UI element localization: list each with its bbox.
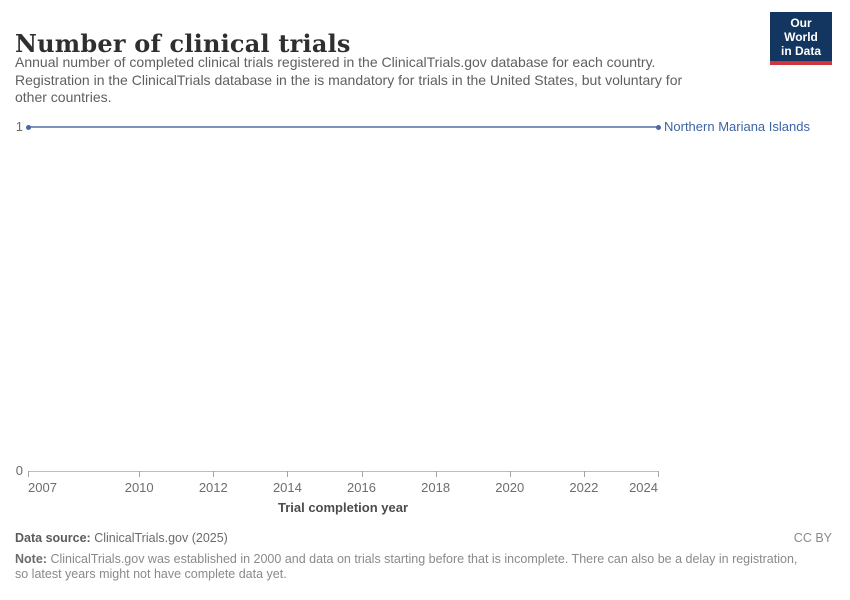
series-endpoint-marker (25, 124, 31, 130)
note-line: so latest years might not have complete … (15, 567, 287, 581)
page-title: Number of clinical trials (15, 29, 351, 59)
x-axis-tick (435, 471, 437, 477)
x-axis-title: Trial completion year (277, 500, 409, 515)
owid-logo[interactable]: Our World in Data (770, 12, 832, 65)
x-axis-tick (658, 471, 659, 477)
license-link[interactable]: CC BY (793, 531, 832, 545)
chart-subtitle: Annual number of completed clinical tria… (15, 54, 682, 107)
x-axis-tick (583, 471, 585, 477)
x-tick-label: 2016 (347, 480, 376, 495)
data-source-link[interactable]: ClinicalTrials.gov (2025) (94, 531, 228, 545)
x-tick-label: 2020 (495, 480, 525, 495)
chart-footer: Data source: ClinicalTrials.gov (2025) C… (15, 531, 832, 583)
data-source: Data source: ClinicalTrials.gov (2025) (15, 531, 228, 547)
x-tick-label: 2007 (28, 480, 57, 495)
y-tick-label: 1 (15, 119, 23, 134)
subtitle-line: Annual number of completed clinical tria… (15, 54, 656, 70)
data-source-label: Data source: (15, 531, 91, 545)
note-label: Note: (15, 551, 47, 566)
note-line: ClinicalTrials.gov was established in 20… (50, 551, 798, 566)
x-axis-tick (361, 471, 363, 477)
series-endpoint-marker (655, 124, 661, 130)
chart-note: Note: ClinicalTrials.gov was established… (15, 552, 832, 583)
x-tick-label: 2018 (421, 480, 451, 495)
series-line (28, 126, 658, 128)
x-tick-label: 2010 (124, 480, 154, 495)
x-axis-tick (213, 471, 215, 477)
x-axis-tick (139, 471, 141, 477)
y-tick-label: 0 (15, 463, 23, 478)
x-tick-label: 2014 (272, 480, 302, 495)
x-axis-tick (28, 471, 29, 477)
x-axis-tick (287, 471, 289, 477)
owid-logo-line2: in Data (780, 44, 821, 58)
x-axis-line (28, 471, 659, 472)
x-tick-label: 2024 (629, 480, 658, 495)
owid-logo-line1: Our World (784, 16, 818, 44)
entity-label[interactable]: Northern Mariana Islands (664, 119, 810, 134)
subtitle-line: Registration in the ClinicalTrials datab… (15, 71, 683, 88)
subtitle-line: other countries. (15, 89, 112, 105)
x-tick-label: 2022 (569, 480, 599, 495)
x-axis-tick (509, 471, 511, 477)
x-tick-label: 2012 (198, 480, 228, 495)
